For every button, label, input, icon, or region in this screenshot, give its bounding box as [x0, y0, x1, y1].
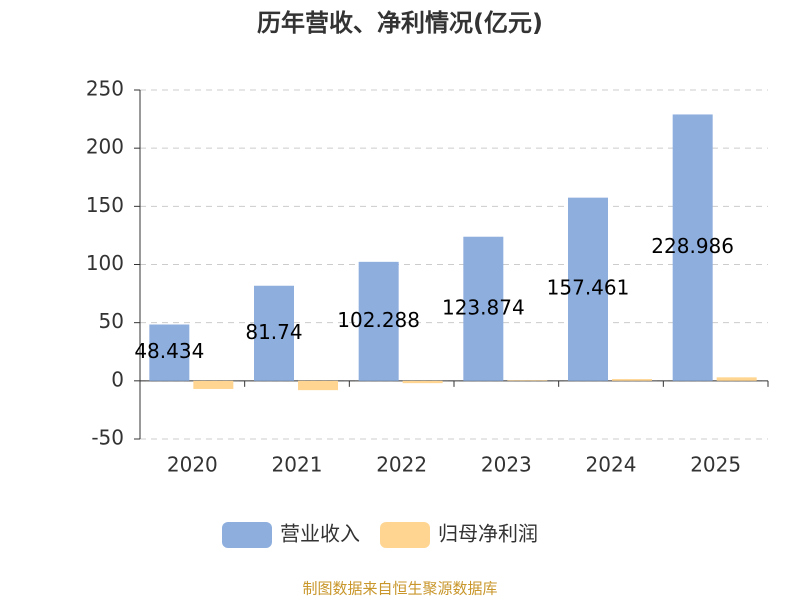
- bar: [568, 197, 608, 381]
- data-label: 102.288: [337, 308, 420, 332]
- y-tick-label: 250: [86, 77, 124, 101]
- x-tick-label: 2021: [272, 453, 323, 477]
- bar: [402, 380, 443, 384]
- x-tick-label: 2024: [586, 453, 637, 477]
- x-tick-label: 2020: [167, 453, 218, 477]
- bar: [507, 380, 548, 381]
- y-tick-label: 50: [99, 309, 124, 333]
- x-tick-label: 2022: [376, 453, 427, 477]
- source-note: 制图数据来自恒生聚源数据库: [302, 580, 497, 598]
- y-tick-label: -50: [91, 426, 124, 450]
- legend-swatch: [380, 522, 430, 548]
- legend-label: 营业收入: [280, 522, 360, 546]
- x-tick-label: 2023: [481, 453, 532, 477]
- legend-swatch: [222, 522, 272, 548]
- y-tick-label: 0: [111, 367, 124, 391]
- bar: [149, 324, 190, 381]
- bar: [193, 380, 234, 389]
- data-label: 228.986: [651, 234, 734, 258]
- data-label: 48.434: [134, 339, 204, 363]
- bar: [612, 379, 652, 381]
- x-tick-label: 2025: [690, 453, 741, 477]
- y-tick-label: 200: [86, 135, 124, 159]
- bar: [672, 114, 713, 381]
- chart-title: 历年营收、净利情况(亿元): [257, 9, 543, 37]
- bar: [716, 377, 757, 381]
- y-tick-label: 150: [86, 193, 124, 217]
- y-tick-label: 100: [86, 251, 124, 275]
- bar: [463, 236, 504, 381]
- bar: [358, 261, 399, 381]
- legend-label: 归母净利润: [438, 522, 538, 546]
- data-label: 81.74: [245, 320, 302, 344]
- data-label: 157.461: [547, 276, 630, 300]
- data-label: 123.874: [442, 295, 525, 319]
- bar: [298, 380, 338, 391]
- bar: [254, 285, 294, 381]
